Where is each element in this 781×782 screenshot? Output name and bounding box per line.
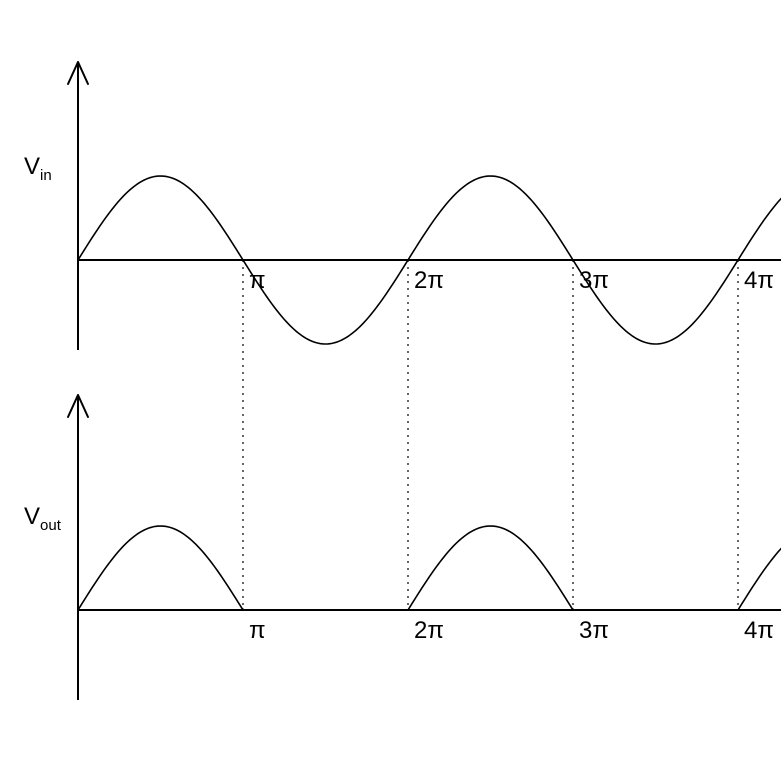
- vin-label: Vin: [24, 153, 52, 184]
- vin-tick-3pi: 3π: [579, 267, 609, 294]
- vout-tick-1pi: π: [249, 617, 266, 644]
- vout-tick-4pi: 4π: [744, 617, 774, 644]
- vin-chart: Vin π 2π 3π 4π: [24, 62, 781, 350]
- vin-tick-4pi: 4π: [744, 267, 774, 294]
- vout-label: Vout: [24, 503, 62, 534]
- vout-tick-3pi: 3π: [579, 617, 609, 644]
- waveform-diagram: Vin π 2π 3π 4π Vout π 2π 3π 4π: [0, 0, 781, 782]
- vout-wave: [78, 526, 781, 610]
- vout-tick-2pi: 2π: [414, 617, 444, 644]
- vin-tick-2pi: 2π: [414, 267, 444, 294]
- vin-tick-1pi: π: [249, 267, 266, 294]
- vout-chart: Vout π 2π 3π 4π: [24, 395, 781, 700]
